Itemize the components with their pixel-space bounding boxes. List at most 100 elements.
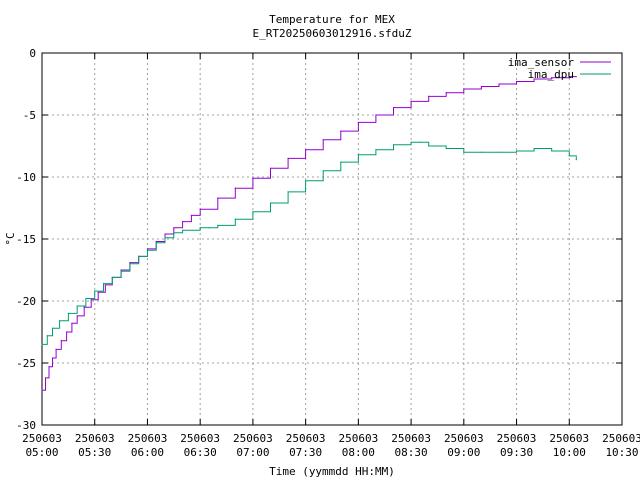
x-tick-date: 250603	[180, 432, 220, 445]
x-tick-time: 07:00	[236, 446, 269, 459]
data-point	[182, 221, 184, 223]
data-point	[252, 211, 254, 213]
y-tick-label: -15	[16, 233, 36, 246]
data-point	[48, 366, 50, 368]
data-point	[445, 147, 447, 150]
x-tick-date: 250603	[549, 432, 589, 445]
x-tick-time: 10:00	[553, 446, 586, 459]
data-point	[46, 335, 48, 337]
x-tick-time: 06:00	[131, 446, 164, 459]
data-point	[138, 255, 140, 257]
y-tick-label: -5	[23, 109, 36, 122]
data-point	[305, 149, 307, 151]
data-point	[83, 306, 85, 308]
data-point	[111, 276, 113, 279]
x-tick-time: 05:00	[25, 446, 58, 459]
data-point	[392, 144, 395, 146]
data-point	[66, 331, 68, 333]
data-point	[357, 154, 359, 156]
series-line-ima-dpu	[42, 141, 577, 345]
data-point	[76, 305, 78, 307]
data-point	[146, 249, 149, 251]
data-point	[199, 227, 201, 229]
data-point	[129, 263, 131, 265]
x-tick-date: 250603	[444, 432, 484, 445]
y-tick-label: -30	[16, 419, 36, 432]
data-point	[94, 290, 96, 292]
data-point	[568, 75, 570, 78]
data-point	[357, 121, 359, 124]
x-tick-time: 09:30	[500, 446, 533, 459]
data-point	[129, 261, 131, 264]
x-tick-date: 250603	[233, 432, 273, 445]
gridlines	[42, 53, 622, 425]
data-point	[164, 233, 166, 235]
data-point	[533, 147, 535, 150]
legend-label: ima_sensor	[508, 56, 575, 69]
data-point	[428, 95, 430, 97]
data-point	[199, 208, 201, 210]
data-point	[575, 75, 577, 78]
data-point	[428, 145, 430, 147]
data-point	[375, 114, 377, 116]
data-point	[44, 377, 47, 379]
x-tick-date: 250603	[391, 432, 431, 445]
data-point	[575, 159, 577, 161]
data-point	[104, 284, 106, 286]
x-tick-date: 250603	[497, 432, 537, 445]
x-axis-label: Time (yymmdd HH:MM)	[269, 465, 395, 478]
data-point	[173, 227, 175, 229]
x-tick-time: 07:30	[289, 446, 322, 459]
chart-title: Temperature for MEX	[269, 13, 395, 26]
data-point	[155, 240, 157, 243]
y-tick-label: 0	[29, 47, 36, 60]
data-point	[463, 151, 465, 153]
data-point	[182, 229, 184, 231]
data-point	[120, 270, 122, 272]
data-point	[269, 202, 272, 204]
data-point	[164, 237, 166, 239]
data-point	[234, 218, 236, 220]
data-point	[287, 191, 289, 193]
data-point	[322, 139, 324, 141]
data-point	[190, 214, 192, 217]
data-point	[269, 167, 272, 169]
data-point	[217, 224, 219, 226]
data-point	[76, 315, 78, 317]
data-point	[533, 78, 535, 80]
data-point	[146, 248, 149, 250]
data-point	[498, 83, 500, 85]
data-point	[173, 232, 175, 234]
data-point	[51, 357, 54, 359]
data-point	[155, 242, 157, 244]
data-point	[568, 155, 570, 157]
data-point	[60, 340, 62, 342]
data-point	[41, 343, 43, 345]
data-point	[480, 151, 482, 153]
x-tick-date: 250603	[22, 432, 62, 445]
data-point	[445, 92, 447, 94]
data-point	[67, 312, 69, 314]
y-axis-ticks: 0 -5 -10 -15 -20 -25 -30	[16, 47, 622, 432]
x-tick-time: 05:30	[78, 446, 111, 459]
data-point	[410, 100, 412, 102]
data-point	[375, 149, 377, 151]
x-tick-date: 250603	[602, 432, 640, 445]
x-tick-date: 250603	[128, 432, 168, 445]
y-tick-label: -10	[16, 171, 36, 184]
data-point	[340, 161, 342, 163]
data-point	[102, 283, 105, 285]
data-point	[252, 177, 254, 179]
data-point	[515, 150, 518, 152]
data-point	[551, 150, 553, 152]
data-point	[392, 106, 395, 109]
data-point	[58, 320, 61, 322]
x-tick-date: 250603	[286, 432, 326, 445]
data-point	[340, 130, 342, 132]
x-tick-date: 250603	[75, 432, 115, 445]
data-point	[90, 299, 92, 301]
data-point	[41, 389, 43, 391]
data-point	[51, 327, 54, 329]
